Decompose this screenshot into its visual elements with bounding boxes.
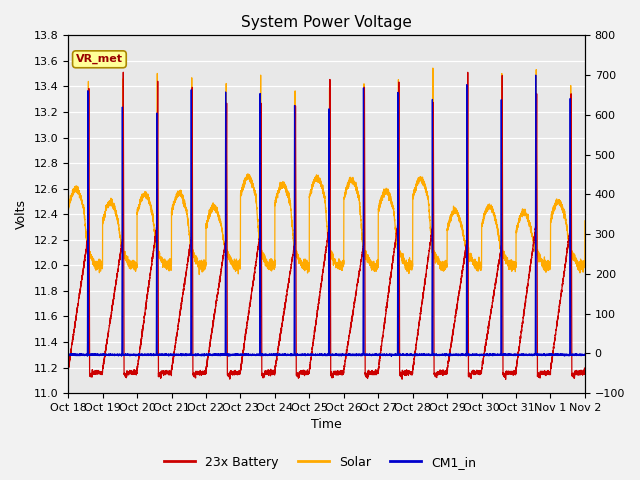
Title: System Power Voltage: System Power Voltage [241,15,412,30]
Legend: 23x Battery, Solar, CM1_in: 23x Battery, Solar, CM1_in [159,451,481,474]
X-axis label: Time: Time [311,419,342,432]
Text: VR_met: VR_met [76,54,123,64]
Y-axis label: Volts: Volts [15,199,28,229]
